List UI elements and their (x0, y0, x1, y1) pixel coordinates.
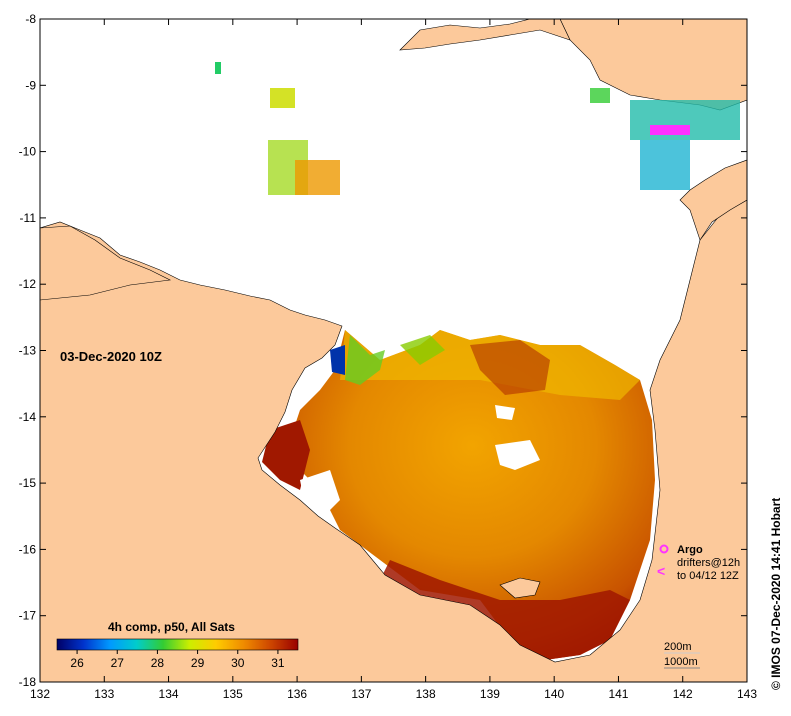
y-tick-label: -11 (20, 211, 37, 225)
y-tick-label: -17 (19, 609, 37, 623)
land-new-guinea (399, 19, 571, 51)
y-tick-label: -13 (19, 344, 37, 358)
land-cape-york-east (679, 159, 747, 241)
x-tick-label: 135 (223, 687, 243, 701)
land-mornington-island (499, 577, 541, 599)
x-tick-label: 138 (416, 687, 436, 701)
drifter-marker-icon: < (657, 563, 665, 579)
y-tick-label: -8 (25, 12, 36, 26)
colorbar-tick-label: 30 (231, 656, 245, 670)
argo-cluster (650, 125, 690, 135)
y-tick-label: -15 (19, 476, 37, 490)
colorbar-tick-label: 29 (191, 656, 205, 670)
sst-patch-north-4 (215, 62, 221, 74)
colorbar-tick-label: 26 (70, 656, 84, 670)
x-tick-label: 139 (480, 687, 500, 701)
x-tick-label: 140 (544, 687, 564, 701)
sst-green-patch-2 (400, 335, 445, 365)
y-tick-label: -10 (19, 145, 37, 159)
y-tick-label: -12 (19, 277, 37, 291)
cloud-gap (495, 440, 540, 470)
colorbar-ticks: 26 27 28 29 30 31 (70, 650, 285, 670)
x-tick-label: 137 (351, 687, 371, 701)
sst-field (290, 330, 655, 660)
cloud-gap-3 (300, 470, 340, 520)
colorbar-tick-label: 28 (151, 656, 165, 670)
cloud-gap-2 (495, 405, 515, 420)
colorbar (56, 638, 299, 651)
sst-patch-north-3 (270, 88, 295, 108)
y-axis: -8 -9 -10 -11 -12 -13 -14 -15 -16 -17 -18 (19, 12, 747, 689)
sst-patch-ne-2 (640, 140, 690, 190)
drifters-label: drifters@12h (677, 557, 740, 569)
sst-patch-north-2 (295, 160, 340, 195)
x-axis: 132 133 134 135 136 137 138 139 140 141 142 143 (30, 19, 757, 701)
colorbar-title: 4h comp, p50, All Sats (108, 620, 235, 634)
sst-west-warm (262, 420, 310, 490)
sst-warm-coast (380, 560, 630, 660)
y-tick-label: -14 (19, 410, 37, 424)
land-northern-territory (40, 199, 747, 682)
colorbar-tick-label: 27 (111, 656, 125, 670)
land-cobourg (40, 225, 172, 301)
sst-blue-patch (330, 345, 345, 375)
x-tick-label: 141 (608, 687, 628, 701)
x-tick-label: 133 (94, 687, 114, 701)
timestamp-label: 03-Dec-2020 10Z (60, 349, 162, 364)
argo-label: Argo (677, 544, 703, 556)
contour-1000-label: 1000m (664, 656, 698, 668)
x-tick-label: 132 (30, 687, 50, 701)
sst-warm-patch (470, 340, 550, 395)
x-tick-label: 143 (737, 687, 757, 701)
contour-200-label: 200m (664, 641, 692, 653)
credit-label: © IMOS 07-Dec-2020 14:41 Hobart (769, 498, 783, 690)
x-tick-label: 134 (159, 687, 179, 701)
sst-green-patch (345, 335, 385, 385)
x-tick-label: 142 (673, 687, 693, 701)
y-tick-label: -16 (19, 542, 37, 556)
y-tick-label: -18 (19, 675, 37, 689)
sst-patch-ne-3 (590, 88, 610, 103)
colorbar-tick-label: 31 (271, 656, 285, 670)
x-tick-label: 136 (287, 687, 307, 701)
drifters-time: to 04/12 12Z (677, 570, 739, 582)
y-tick-label: -9 (25, 78, 36, 92)
argo-marker-icon (659, 544, 669, 554)
